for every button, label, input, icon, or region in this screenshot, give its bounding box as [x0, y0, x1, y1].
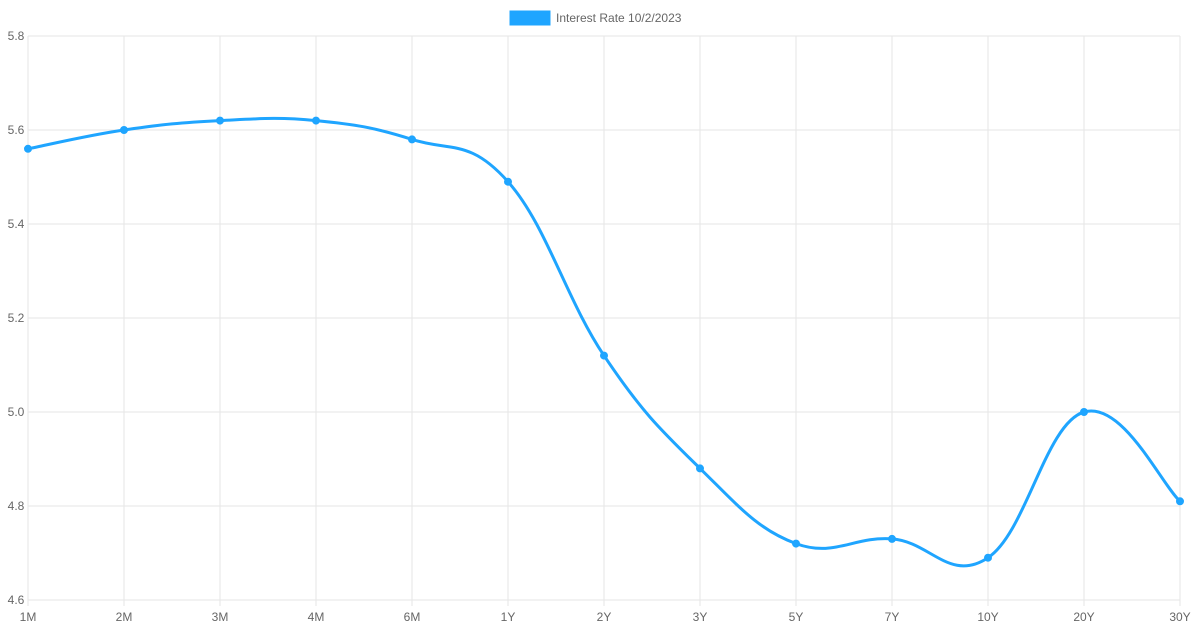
data-point-2m[interactable]: [120, 126, 128, 134]
data-point-20y[interactable]: [1080, 408, 1088, 416]
y-tick-label: 5.8: [8, 29, 25, 43]
data-point-10y[interactable]: [984, 553, 992, 562]
y-tick-label: 5.0: [8, 405, 25, 419]
x-tick-label: 3M: [212, 610, 229, 624]
x-tick-label: 2M: [116, 610, 133, 624]
data-point-1m[interactable]: [24, 144, 32, 153]
x-tick-label: 3Y: [693, 610, 708, 624]
y-tick-label: 5.6: [8, 123, 25, 137]
data-point-1y[interactable]: [504, 177, 512, 186]
data-point-4m[interactable]: [312, 116, 320, 125]
axes: 4.6 4.8 5.0 5.2 5.4 5.6 5.8 1M 2M 3M 4M 6M 1Y 2Y 3Y 5Y 7…: [8, 29, 1191, 624]
y-tick-label: 5.4: [8, 217, 25, 231]
legend-label[interactable]: Interest Rate 10/2/2023: [556, 11, 682, 25]
x-tick-label: 20Y: [1073, 610, 1094, 624]
y-tick-label: 4.8: [8, 499, 25, 513]
data-point-2y[interactable]: [600, 351, 608, 360]
x-tick-label: 1Y: [501, 610, 516, 624]
data-point-7y[interactable]: [888, 534, 896, 543]
x-tick-label: 30Y: [1169, 610, 1190, 624]
x-tick-label: 10Y: [977, 610, 998, 624]
legend[interactable]: Interest Rate 10/2/2023: [509, 10, 682, 26]
x-tick-label: 5Y: [789, 610, 804, 624]
y-tick-label: 5.2: [8, 311, 25, 325]
data-point-30y[interactable]: [1176, 497, 1184, 506]
data-point-5y[interactable]: [792, 539, 800, 548]
data-point-6m[interactable]: [408, 135, 416, 144]
data-point-3m[interactable]: [216, 116, 224, 125]
data-point-3y[interactable]: [696, 464, 704, 473]
x-tick-label: 2Y: [597, 610, 612, 624]
legend-swatch[interactable]: [509, 10, 551, 26]
x-tick-label: 7Y: [885, 610, 900, 624]
x-tick-label: 1M: [20, 610, 37, 624]
x-tick-label: 4M: [308, 610, 325, 624]
grid-lines: [27, 35, 1181, 606]
x-tick-label: 6M: [404, 610, 421, 624]
series-interest-rate: [24, 116, 1184, 568]
y-tick-label: 4.6: [8, 593, 25, 607]
series-line: [26, 116, 1182, 568]
